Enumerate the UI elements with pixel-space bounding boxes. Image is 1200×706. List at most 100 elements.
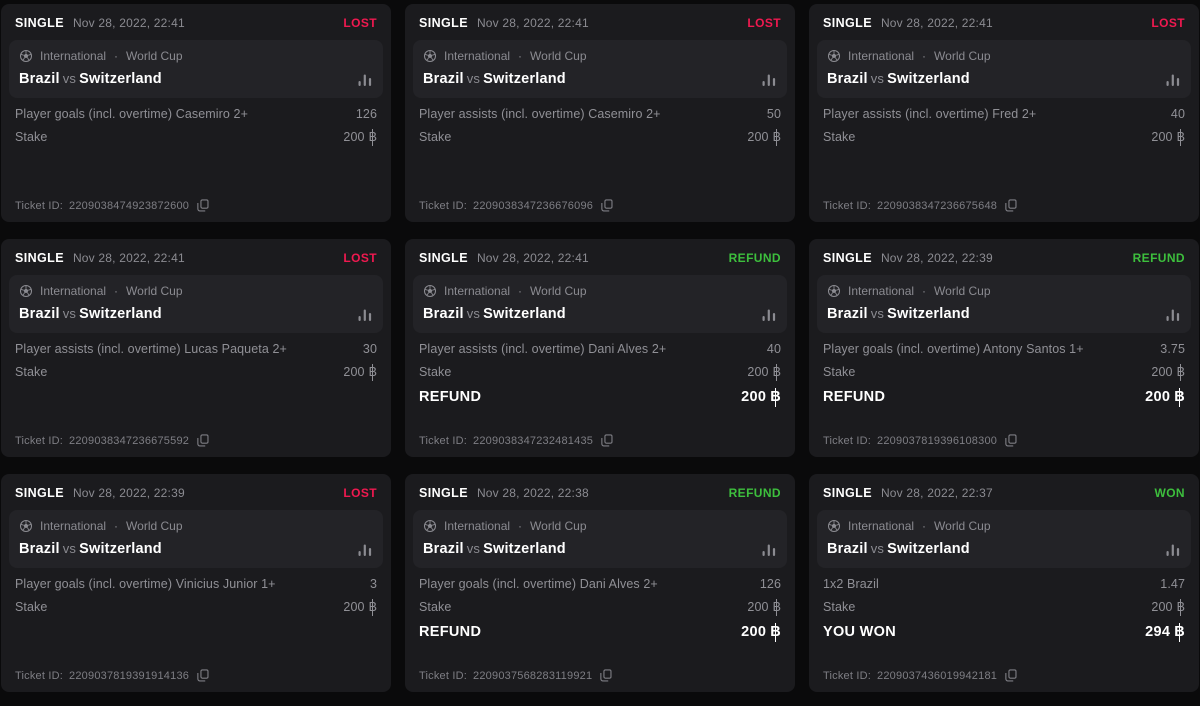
result-value: 200 bbox=[1145, 387, 1185, 407]
bet-type-label: SINGLE bbox=[419, 486, 468, 500]
card-header: SINGLE Nov 28, 2022, 22:41 REFUND bbox=[419, 249, 781, 267]
bet-type-label: SINGLE bbox=[823, 486, 872, 500]
ticket-row: Ticket ID: 2209038347232481435 bbox=[419, 434, 613, 447]
bar-chart-icon[interactable] bbox=[1165, 543, 1181, 556]
selection-row: Player goals (incl. overtime) Vinicius J… bbox=[15, 577, 377, 591]
vs-label: vs bbox=[870, 71, 885, 86]
selection-row: Player goals (incl. overtime) Antony San… bbox=[823, 342, 1185, 356]
match-panel: International · World Cup Brazil vs Switze… bbox=[413, 40, 787, 98]
ticket-id-label: Ticket ID: bbox=[823, 199, 872, 212]
match-panel: International · World Cup Brazil vs Switze… bbox=[413, 275, 787, 333]
away-team: Switzerland bbox=[483, 306, 566, 322]
baht-currency-icon bbox=[770, 622, 781, 642]
teams-row: Brazil vs Switzerland bbox=[19, 304, 373, 324]
league-row: International · World Cup bbox=[827, 283, 1181, 299]
vs-label: vs bbox=[466, 306, 481, 321]
bar-chart-icon[interactable] bbox=[357, 543, 373, 556]
league-separator: · bbox=[518, 284, 523, 298]
teams-row: Brazil vs Switzerland bbox=[827, 539, 1181, 559]
selection-row: Player goals (incl. overtime) Dani Alves… bbox=[419, 577, 781, 591]
selection-odds: 30 bbox=[362, 342, 377, 356]
status-badge: WON bbox=[1154, 486, 1185, 500]
teams-row: Brazil vs Switzerland bbox=[423, 69, 777, 89]
selection-odds: 3 bbox=[369, 577, 377, 591]
teams-row: Brazil vs Switzerland bbox=[423, 304, 777, 324]
stake-label: Stake bbox=[419, 130, 452, 144]
soccer-ball-icon bbox=[827, 284, 841, 298]
league-row: International · World Cup bbox=[423, 518, 777, 534]
league-separator: · bbox=[114, 519, 119, 533]
status-badge: LOST bbox=[343, 486, 377, 500]
stake-row: Stake 200 bbox=[419, 598, 781, 616]
ticket-id-label: Ticket ID: bbox=[15, 199, 64, 212]
bar-chart-icon[interactable] bbox=[761, 308, 777, 321]
bet-type-label: SINGLE bbox=[15, 16, 64, 30]
home-team: Brazil bbox=[423, 71, 464, 87]
bar-chart-icon[interactable] bbox=[761, 73, 777, 86]
card-header: SINGLE Nov 28, 2022, 22:41 LOST bbox=[823, 14, 1185, 32]
ticket-id-label: Ticket ID: bbox=[15, 669, 64, 682]
tournament-label: World Cup bbox=[530, 284, 587, 298]
league-row: International · World Cup bbox=[827, 48, 1181, 64]
card-header: SINGLE Nov 28, 2022, 22:41 LOST bbox=[419, 14, 781, 32]
copy-icon[interactable] bbox=[1005, 199, 1017, 212]
baht-currency-icon bbox=[369, 128, 377, 146]
selection-odds: 3.75 bbox=[1160, 342, 1185, 356]
bar-chart-icon[interactable] bbox=[357, 308, 373, 321]
stake-label: Stake bbox=[15, 600, 48, 614]
card-header: SINGLE Nov 28, 2022, 22:39 LOST bbox=[15, 484, 377, 502]
away-team: Switzerland bbox=[79, 306, 162, 322]
ticket-id-value: 2209038347232481435 bbox=[473, 434, 594, 447]
stake-value: 200 bbox=[1151, 363, 1185, 381]
vs-label: vs bbox=[62, 71, 77, 86]
category-label: International bbox=[40, 49, 107, 63]
stake-amount: 200 bbox=[343, 130, 365, 144]
tournament-label: World Cup bbox=[530, 49, 587, 63]
result-row: YOU WON 294 bbox=[823, 622, 1185, 642]
copy-icon[interactable] bbox=[197, 669, 209, 682]
stake-label: Stake bbox=[15, 365, 48, 379]
copy-icon[interactable] bbox=[1005, 434, 1017, 447]
bar-chart-icon[interactable] bbox=[1165, 73, 1181, 86]
copy-icon[interactable] bbox=[601, 434, 613, 447]
selection-label: Player assists (incl. overtime) Casemiro… bbox=[419, 107, 661, 121]
selection-odds: 1.47 bbox=[1160, 577, 1185, 591]
status-badge: LOST bbox=[343, 251, 377, 265]
baht-currency-icon bbox=[1174, 622, 1185, 642]
ticket-id-value: 2209038347236675592 bbox=[69, 434, 190, 447]
bar-chart-icon[interactable] bbox=[761, 543, 777, 556]
ticket-id-label: Ticket ID: bbox=[823, 434, 872, 447]
category-label: International bbox=[444, 49, 511, 63]
result-label: REFUND bbox=[419, 389, 482, 405]
match-title: Brazil vs Switzerland bbox=[827, 306, 970, 322]
bar-chart-icon[interactable] bbox=[1165, 308, 1181, 321]
status-badge: REFUND bbox=[1132, 251, 1185, 265]
league-row: International · World Cup bbox=[19, 283, 373, 299]
ticket-id-value: 2209037436019942181 bbox=[877, 669, 998, 682]
stake-value: 200 bbox=[747, 598, 781, 616]
ticket-id-value: 2209037568283119921 bbox=[473, 669, 593, 682]
category-label: International bbox=[848, 284, 915, 298]
league-separator: · bbox=[518, 519, 523, 533]
bar-chart-icon[interactable] bbox=[357, 73, 373, 86]
category-label: International bbox=[444, 519, 511, 533]
category-label: International bbox=[848, 49, 915, 63]
stake-row: Stake 200 bbox=[823, 128, 1185, 146]
bet-ticket-card: SINGLE Nov 28, 2022, 22:41 LOST Internat… bbox=[1, 239, 391, 457]
away-team: Switzerland bbox=[887, 306, 970, 322]
stake-value: 200 bbox=[343, 128, 377, 146]
copy-icon[interactable] bbox=[197, 434, 209, 447]
match-title: Brazil vs Switzerland bbox=[423, 306, 566, 322]
copy-icon[interactable] bbox=[600, 669, 612, 682]
category-label: International bbox=[40, 519, 107, 533]
copy-icon[interactable] bbox=[197, 199, 209, 212]
bet-ticket-card: SINGLE Nov 28, 2022, 22:41 REFUND Intern… bbox=[405, 239, 795, 457]
soccer-ball-icon bbox=[827, 519, 841, 533]
status-badge: REFUND bbox=[728, 251, 781, 265]
baht-currency-icon bbox=[773, 598, 781, 616]
copy-icon[interactable] bbox=[601, 199, 613, 212]
copy-icon[interactable] bbox=[1005, 669, 1017, 682]
stake-row: Stake 200 bbox=[823, 598, 1185, 616]
league-separator: · bbox=[114, 284, 119, 298]
match-title: Brazil vs Switzerland bbox=[827, 71, 970, 87]
